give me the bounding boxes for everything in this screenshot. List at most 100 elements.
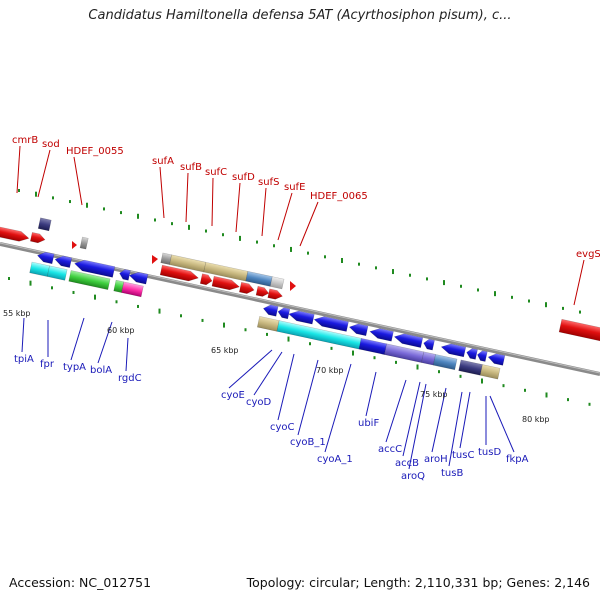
gene-label-sufD: sufD (232, 172, 255, 183)
leader-tusB (448, 391, 463, 467)
gene-arrow-aroH (466, 348, 478, 360)
gene-label-tpiA: tpiA (14, 354, 34, 365)
gene-label-sufC: sufC (205, 167, 227, 178)
gc-dot-lower (416, 364, 419, 370)
gc-dot-upper (307, 251, 309, 255)
gc-dot-lower (395, 360, 397, 364)
tick-label-2: 65 kbp (211, 346, 239, 355)
gene-box-sufS (269, 276, 285, 290)
gc-dot-lower (309, 342, 311, 346)
gene-arrow-tusC (487, 353, 506, 366)
gc-dot-upper (511, 295, 513, 299)
gene-box-sufD (245, 271, 273, 287)
gc-dot-upper (409, 273, 411, 277)
leader-sod (37, 149, 51, 198)
gc-dot-upper (120, 211, 122, 215)
gene-label-bolA: bolA (90, 365, 112, 376)
map-title: Candidatus Hamiltonella defensa 5AT (Acy… (88, 8, 512, 23)
gene-arrow-tpiA (37, 251, 55, 265)
gc-dot-lower (287, 336, 290, 342)
gene-arrow-sufC (211, 276, 240, 291)
gc-dot-upper (324, 255, 326, 259)
gc-dot-lower (244, 328, 247, 332)
gene-arrow-bolA (119, 269, 131, 281)
leader-cyoA_1 (324, 363, 352, 453)
gc-dot-upper (69, 200, 71, 204)
leader-cyoC (277, 353, 295, 421)
gene-label-accB: accB (395, 458, 419, 469)
leader-aroH (431, 387, 447, 453)
gc-dot-upper (341, 257, 343, 263)
gene-box-cyoE (257, 316, 280, 332)
gene-box-typA (68, 270, 111, 290)
leader-sufS (261, 187, 267, 237)
leader-tusC (459, 391, 471, 449)
gene-arrow-aroQ (440, 343, 467, 358)
gc-dot-lower (223, 322, 225, 328)
gene-arrow-sufB (199, 273, 213, 286)
gene-label-accC: accC (378, 444, 402, 455)
leader-HDEF_0055 (73, 156, 83, 206)
leader-tpiA (21, 317, 25, 353)
gene-arrow-cmrB (0, 224, 30, 242)
tick-label-3: 70 kbp (316, 366, 344, 375)
gc-dot-lower (8, 277, 10, 280)
topology-text: Topology: circular; Length: 2,110,331 bp… (246, 575, 590, 590)
gc-dot-upper (392, 269, 394, 275)
gc-dot-upper (579, 310, 581, 314)
leader-evgS (573, 259, 585, 306)
gene-label-fkpA: fkpA (506, 454, 529, 465)
gc-dot-lower (94, 294, 96, 300)
gene-label-cyoD: cyoD (246, 397, 272, 408)
gene-label-tusD: tusD (478, 447, 501, 458)
gene-arrow-tusB (477, 350, 488, 362)
gc-dot-upper (460, 284, 462, 288)
gene-label-sufS: sufS (258, 177, 279, 188)
gc-dot-lower (72, 290, 75, 294)
gc-dot-upper (154, 218, 156, 222)
gc-dot-lower (438, 370, 440, 374)
gene-box-rgdC (121, 281, 144, 298)
gene-box-ubiF (358, 338, 387, 355)
gc-dot-upper (239, 235, 241, 241)
leader-cyoB_1 (297, 359, 319, 436)
gene-arrow-evgS (558, 318, 600, 348)
gc-dot-upper (494, 291, 496, 297)
leader-HDEF_0065 (299, 201, 319, 247)
gc-dots-layer (8, 189, 591, 406)
gc-dot-lower (330, 346, 333, 350)
gc-dot-lower (137, 304, 139, 308)
gene-label-ubiF: ubiF (358, 418, 379, 429)
leader-accC (385, 379, 407, 443)
gene-label-typA: typA (63, 362, 86, 373)
gene-box-aroQ (432, 354, 458, 371)
gene-arrows-layer (0, 217, 600, 380)
leader-cyoD (253, 351, 283, 396)
gc-dot-lower (373, 356, 376, 360)
gene-arrow-HDEF_0065 (290, 281, 296, 291)
gc-dot-lower (459, 374, 462, 378)
gc-dot-lower (180, 314, 182, 318)
gc-dot-lower (567, 398, 569, 402)
gene-label-sufA: sufA (152, 156, 174, 167)
gene-arrow-sufD (239, 281, 255, 294)
gc-dot-lower (481, 378, 483, 384)
gc-dot-upper (205, 229, 207, 233)
gene-box-tusB (458, 359, 483, 376)
gene-box-tpiA (29, 261, 50, 277)
gene-arrow-ubiF (369, 328, 394, 342)
leader-cmrB (16, 145, 21, 194)
leader-ubiF (365, 371, 377, 417)
gene-arrow-sod (30, 232, 46, 244)
gc-dot-upper (545, 302, 547, 308)
gene-label-evgS: evgS (576, 249, 600, 260)
gene-arrow-rgdC (128, 271, 149, 285)
gene-label-sufE: sufE (284, 182, 305, 193)
leader-sufD (235, 182, 241, 233)
gene-label-cyoA_1: cyoA_1 (317, 454, 353, 465)
gc-dot-upper (443, 280, 445, 286)
gene-label-tusB: tusB (441, 468, 463, 479)
gene-label-rgdC: rgdC (118, 373, 142, 384)
gc-dot-upper (375, 266, 377, 270)
gc-dot-upper (477, 288, 479, 292)
